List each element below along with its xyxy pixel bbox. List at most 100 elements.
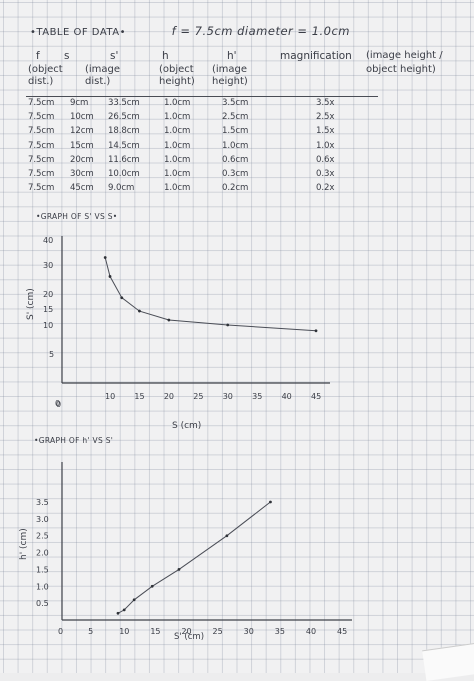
table-cell-r5-c3: 1.0cm [164, 169, 191, 179]
graph2-xtick-30: 30 [244, 627, 254, 636]
section-label: •TABLE OF DATA• [30, 27, 126, 38]
graph1-ytick-10: 10 [43, 321, 53, 330]
graph2-ytick-1.5: 1.5 [36, 565, 49, 574]
graph1-point-6 [314, 329, 318, 333]
table-cell-r4-c4: 0.6cm [222, 154, 249, 165]
column-desc-4-1: height) [212, 76, 248, 87]
table-cell-r3-c2: 14.5cm [108, 140, 140, 151]
graph1-ytick-20: 20 [43, 290, 53, 299]
graph1-point-0 [103, 256, 107, 259]
table-cell-r1-c4: 2.5cm [222, 112, 249, 123]
table-cell-r2-c2: 18.8cm [108, 126, 140, 137]
graph1-series-line [104, 257, 317, 332]
graph2-xtick-35: 35 [275, 627, 285, 636]
table-cell-r2-c3: 1.0cm [164, 126, 191, 137]
table-cell-r0-c1: 9cm [70, 98, 89, 108]
graph2-ylabel: h' (cm) [19, 528, 29, 560]
lens-parameters: f = 7.5cm diameter = 1.0cm [171, 24, 351, 38]
column-desc-1-0: (object [28, 64, 63, 75]
column-desc-1-1: dist.) [28, 76, 54, 87]
graph2-xtick-20: 20 [181, 627, 191, 636]
table-cell-r3-c0: 7.5cm [28, 140, 55, 151]
graph1-xtick-45: 45 [311, 392, 321, 401]
table-cell-r1-c5: 2.5x [316, 112, 335, 123]
table-cell-r6-c4: 0.2cm [222, 183, 249, 194]
table-cell-r5-c4: 0.3cm [222, 169, 249, 179]
graph1-ytick-40: 40 [43, 236, 53, 245]
table-cell-r5-c2: 10.0cm [108, 169, 140, 179]
table-cell-r4-c1: 20cm [70, 154, 94, 165]
graph1-ytick-5: 5 [49, 350, 54, 359]
table-cell-r5-c0: 7.5cm [28, 169, 55, 179]
table-cell-r4-c3: 1.0cm [164, 154, 191, 165]
table-cell-r2-c5: 1.5x [316, 126, 335, 137]
column-symbol-4: h' [227, 50, 237, 62]
graph2-xtick-15: 15 [150, 627, 160, 636]
column-symbol-1: s [64, 50, 70, 62]
graph2-point-6 [269, 500, 272, 504]
table-cell-r1-c0: 7.5cm [28, 112, 55, 123]
graph2-series-line [117, 501, 271, 614]
column-desc-4-0: (image [212, 64, 248, 75]
column-symbol-0: f [36, 50, 40, 62]
graph2-point-4 [177, 568, 181, 571]
graph1-point-2 [120, 296, 124, 300]
graph1-xtick-25: 25 [193, 392, 203, 401]
column-desc-3-1: height) [159, 76, 195, 87]
table-cell-r6-c5: 0.2x [316, 183, 335, 194]
graph1-xlabel: S (cm) [172, 421, 201, 431]
graph2-ytick-1.0: 1.0 [36, 582, 49, 591]
table-cell-r2-c0: 7.5cm [28, 126, 55, 137]
column-symbol-2: s' [110, 50, 119, 62]
table-cell-r0-c2: 33.5cm [108, 98, 140, 108]
table-cell-r3-c3: 1.0cm [164, 140, 191, 151]
table-cell-r0-c4: 3.5cm [222, 98, 249, 108]
graph1-ytick-15: 15 [43, 305, 53, 314]
table-cell-r6-c3: 1.0cm [164, 183, 191, 194]
graph2-ytick-2.0: 2.0 [36, 549, 49, 558]
graph2-title: •GRAPH OF h' VS S' [34, 436, 114, 445]
graph2-xtick-5: 5 [88, 627, 93, 636]
graph1-point-5 [226, 323, 230, 327]
graph2-point-3 [150, 584, 154, 588]
graph1-xtick-20: 20 [164, 392, 174, 401]
column-symbol-3: h [162, 50, 169, 62]
table-cell-r2-c4: 1.5cm [222, 126, 249, 137]
table-cell-r6-c2: 9.0cm [108, 183, 135, 194]
column-symbol-5: magnification [280, 50, 352, 62]
graph2-xtick-10: 10 [119, 627, 129, 636]
column-desc-2-1: dist.) [85, 76, 111, 87]
graph2-xtick-0: 0 [58, 627, 63, 636]
graph1-ylabel: S' (cm) [26, 288, 36, 320]
table-cell-r1-c1: 10cm [70, 112, 94, 123]
graph1-ytick-30: 30 [43, 261, 53, 270]
graph2-point-5 [225, 534, 229, 538]
graph1-point-1 [108, 275, 112, 278]
table-cell-r0-c0: 7.5cm [28, 98, 55, 108]
table-cell-r2-c1: 12cm [70, 126, 94, 137]
table-cell-r6-c0: 7.5cm [28, 183, 55, 194]
graph2-ytick-3.0: 3.0 [36, 515, 49, 524]
table-cell-r5-c5: 0.3x [316, 169, 335, 179]
column-desc-5-1: object height) [366, 64, 436, 75]
table-cell-r4-c0: 7.5cm [28, 154, 55, 165]
table-cell-r4-c2: 11.6cm [108, 154, 140, 165]
graph1-title: •GRAPH OF S' VS S• [36, 212, 118, 221]
table-heading: •TABLE OF DATA• f = 7.5cm diameter = 1.0… [30, 24, 350, 38]
column-desc-3-0: (object [159, 64, 194, 75]
graph1-xtick-15: 15 [134, 392, 144, 401]
graph2-point-1 [122, 608, 126, 612]
table-cell-r0-c5: 3.5x [316, 98, 335, 108]
graph2-xlabel: S' (cm) [174, 632, 204, 642]
graph1-xtick-10: 10 [105, 392, 115, 401]
graph2-xtick-25: 25 [213, 627, 223, 636]
graph2-point-0 [116, 611, 120, 615]
graph1-xtick-30: 30 [223, 392, 233, 401]
graph1-xtick-35: 35 [252, 392, 262, 401]
table-cell-r4-c5: 0.6x [316, 154, 335, 165]
table-cell-r1-c2: 26.5cm [108, 112, 140, 123]
column-desc-2-0: (image [85, 64, 121, 75]
table-cell-r5-c1: 30cm [70, 169, 94, 179]
